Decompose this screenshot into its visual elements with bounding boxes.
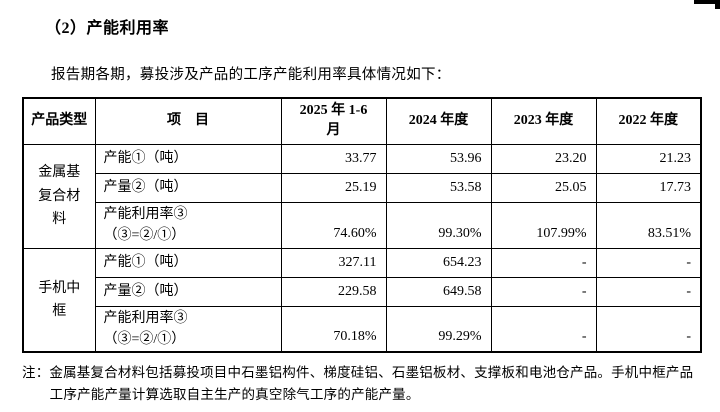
table-row: 产能利用率③ （③=②/①） 74.60% 99.30% 107.99% 83.… [23, 201, 702, 249]
cell-value: - [490, 247, 597, 278]
header-2025h1: 2025 年 1-6 月 [280, 97, 387, 145]
header-item: 项 目 [94, 97, 282, 145]
cell-value: 53.58 [385, 172, 492, 203]
cell-value: - [595, 305, 702, 353]
footnote: 注：金属基复合材料包括募投项目中石墨铝构件、梯度硅铝、石墨铝板材、支撑板和电池仓… [22, 365, 694, 402]
cell-value: 99.29% [385, 305, 492, 353]
cell-value: - [490, 276, 597, 307]
cell-value: 70.18% [280, 305, 387, 353]
cell-item: 产能①（吨） [94, 247, 282, 278]
table-row: 产量②（吨） 229.58 649.58 - - [23, 276, 702, 307]
cell-value: 21.23 [595, 143, 702, 174]
cell-item: 产能利用率③ （③=②/①） [94, 201, 282, 249]
cell-item: 产量②（吨） [94, 276, 282, 307]
cell-value: 53.96 [385, 143, 492, 174]
cell-value: 17.73 [595, 172, 702, 203]
table-row: 产量②（吨） 25.19 53.58 25.05 17.73 [23, 172, 702, 203]
cell-value: - [490, 305, 597, 353]
capacity-utilization-table: 产品类型 项 目 2025 年 1-6 月 2024 年度 2023 年度 20… [22, 97, 702, 354]
header-product-type: 产品类型 [22, 97, 96, 145]
intro-paragraph: 报告期各期，募投涉及产品的工序产能利用率具体情况如下： [51, 67, 451, 83]
cell-value: 327.11 [280, 247, 387, 278]
header-2024: 2024 年度 [385, 97, 492, 145]
table-header-row: 产品类型 项 目 2025 年 1-6 月 2024 年度 2023 年度 20… [22, 97, 702, 145]
group-name-cell: 金属基复合材料 [22, 143, 96, 249]
section-heading: （2）产能利用率 [45, 20, 170, 37]
table-row: 金属基复合材料 产能①（吨） 33.77 53.96 23.20 21.23 [22, 143, 702, 249]
page-corner-mark [694, 0, 720, 9]
cell-value: 99.30% [385, 201, 492, 249]
table-row: 手机中框 产能①（吨） 327.11 654.23 - - [22, 247, 702, 353]
group-name-cell: 手机中框 [22, 247, 96, 353]
cell-value: 654.23 [385, 247, 492, 278]
cell-item: 产能①（吨） [94, 143, 282, 174]
cell-value: 74.60% [280, 201, 387, 249]
cell-value: 25.05 [490, 172, 597, 203]
cell-value: 23.20 [490, 143, 597, 174]
cell-value: - [595, 247, 702, 278]
cell-value: 25.19 [280, 172, 387, 203]
header-2023: 2023 年度 [490, 97, 597, 145]
cell-item: 产量②（吨） [94, 172, 282, 203]
cell-value: 83.51% [595, 201, 702, 249]
cell-value: 107.99% [490, 201, 597, 249]
cell-value: 649.58 [385, 276, 492, 307]
header-2022: 2022 年度 [595, 97, 702, 145]
cell-value: 229.58 [280, 276, 387, 307]
cell-value: 33.77 [280, 143, 387, 174]
table-row: 产能利用率③ （③=②/①） 70.18% 99.29% - - [23, 305, 702, 353]
cell-item: 产能利用率③ （③=②/①） [94, 305, 282, 353]
cell-value: - [595, 276, 702, 307]
